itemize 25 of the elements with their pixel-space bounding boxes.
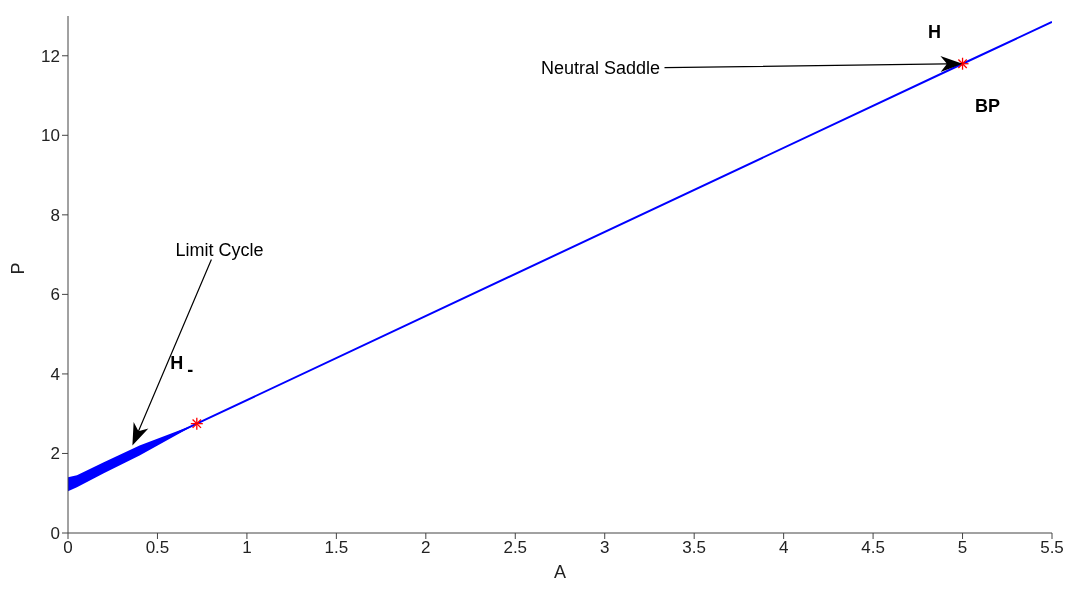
x-tick-label: 0.5: [145, 538, 170, 558]
x-tick-label: 1.5: [324, 538, 349, 558]
x-tick-label: 4.5: [861, 538, 885, 558]
annotation: Limit Cycle: [175, 239, 264, 260]
y-tick-label: 8: [50, 205, 60, 225]
x-tick-label: 1: [242, 538, 252, 558]
y-axis-title: P: [8, 262, 29, 275]
y-tick-label: 12: [41, 46, 60, 66]
x-tick-label: 2.5: [503, 538, 528, 558]
x-tick-label: 3: [599, 538, 610, 558]
y-tick-label: 4: [50, 364, 60, 384]
annotation: Neutral Saddle: [540, 57, 661, 78]
y-tick-label: 2: [50, 444, 60, 464]
y-tick-label: 6: [50, 285, 60, 305]
x-tick-label: 2: [421, 538, 431, 558]
x-axis-title: A: [553, 562, 567, 582]
x-tick-label: 4: [778, 538, 789, 558]
x-tick-label: 0: [63, 538, 73, 558]
x-tick-label: 5.5: [1040, 538, 1064, 558]
x-tick-label: 5: [957, 538, 968, 558]
x-tick-label: 3.5: [682, 538, 706, 558]
y-tick-label: 0: [50, 524, 60, 544]
annotation: BP: [974, 95, 1001, 116]
y-tick-label: 10: [41, 126, 60, 146]
annotation: H: [928, 21, 941, 42]
